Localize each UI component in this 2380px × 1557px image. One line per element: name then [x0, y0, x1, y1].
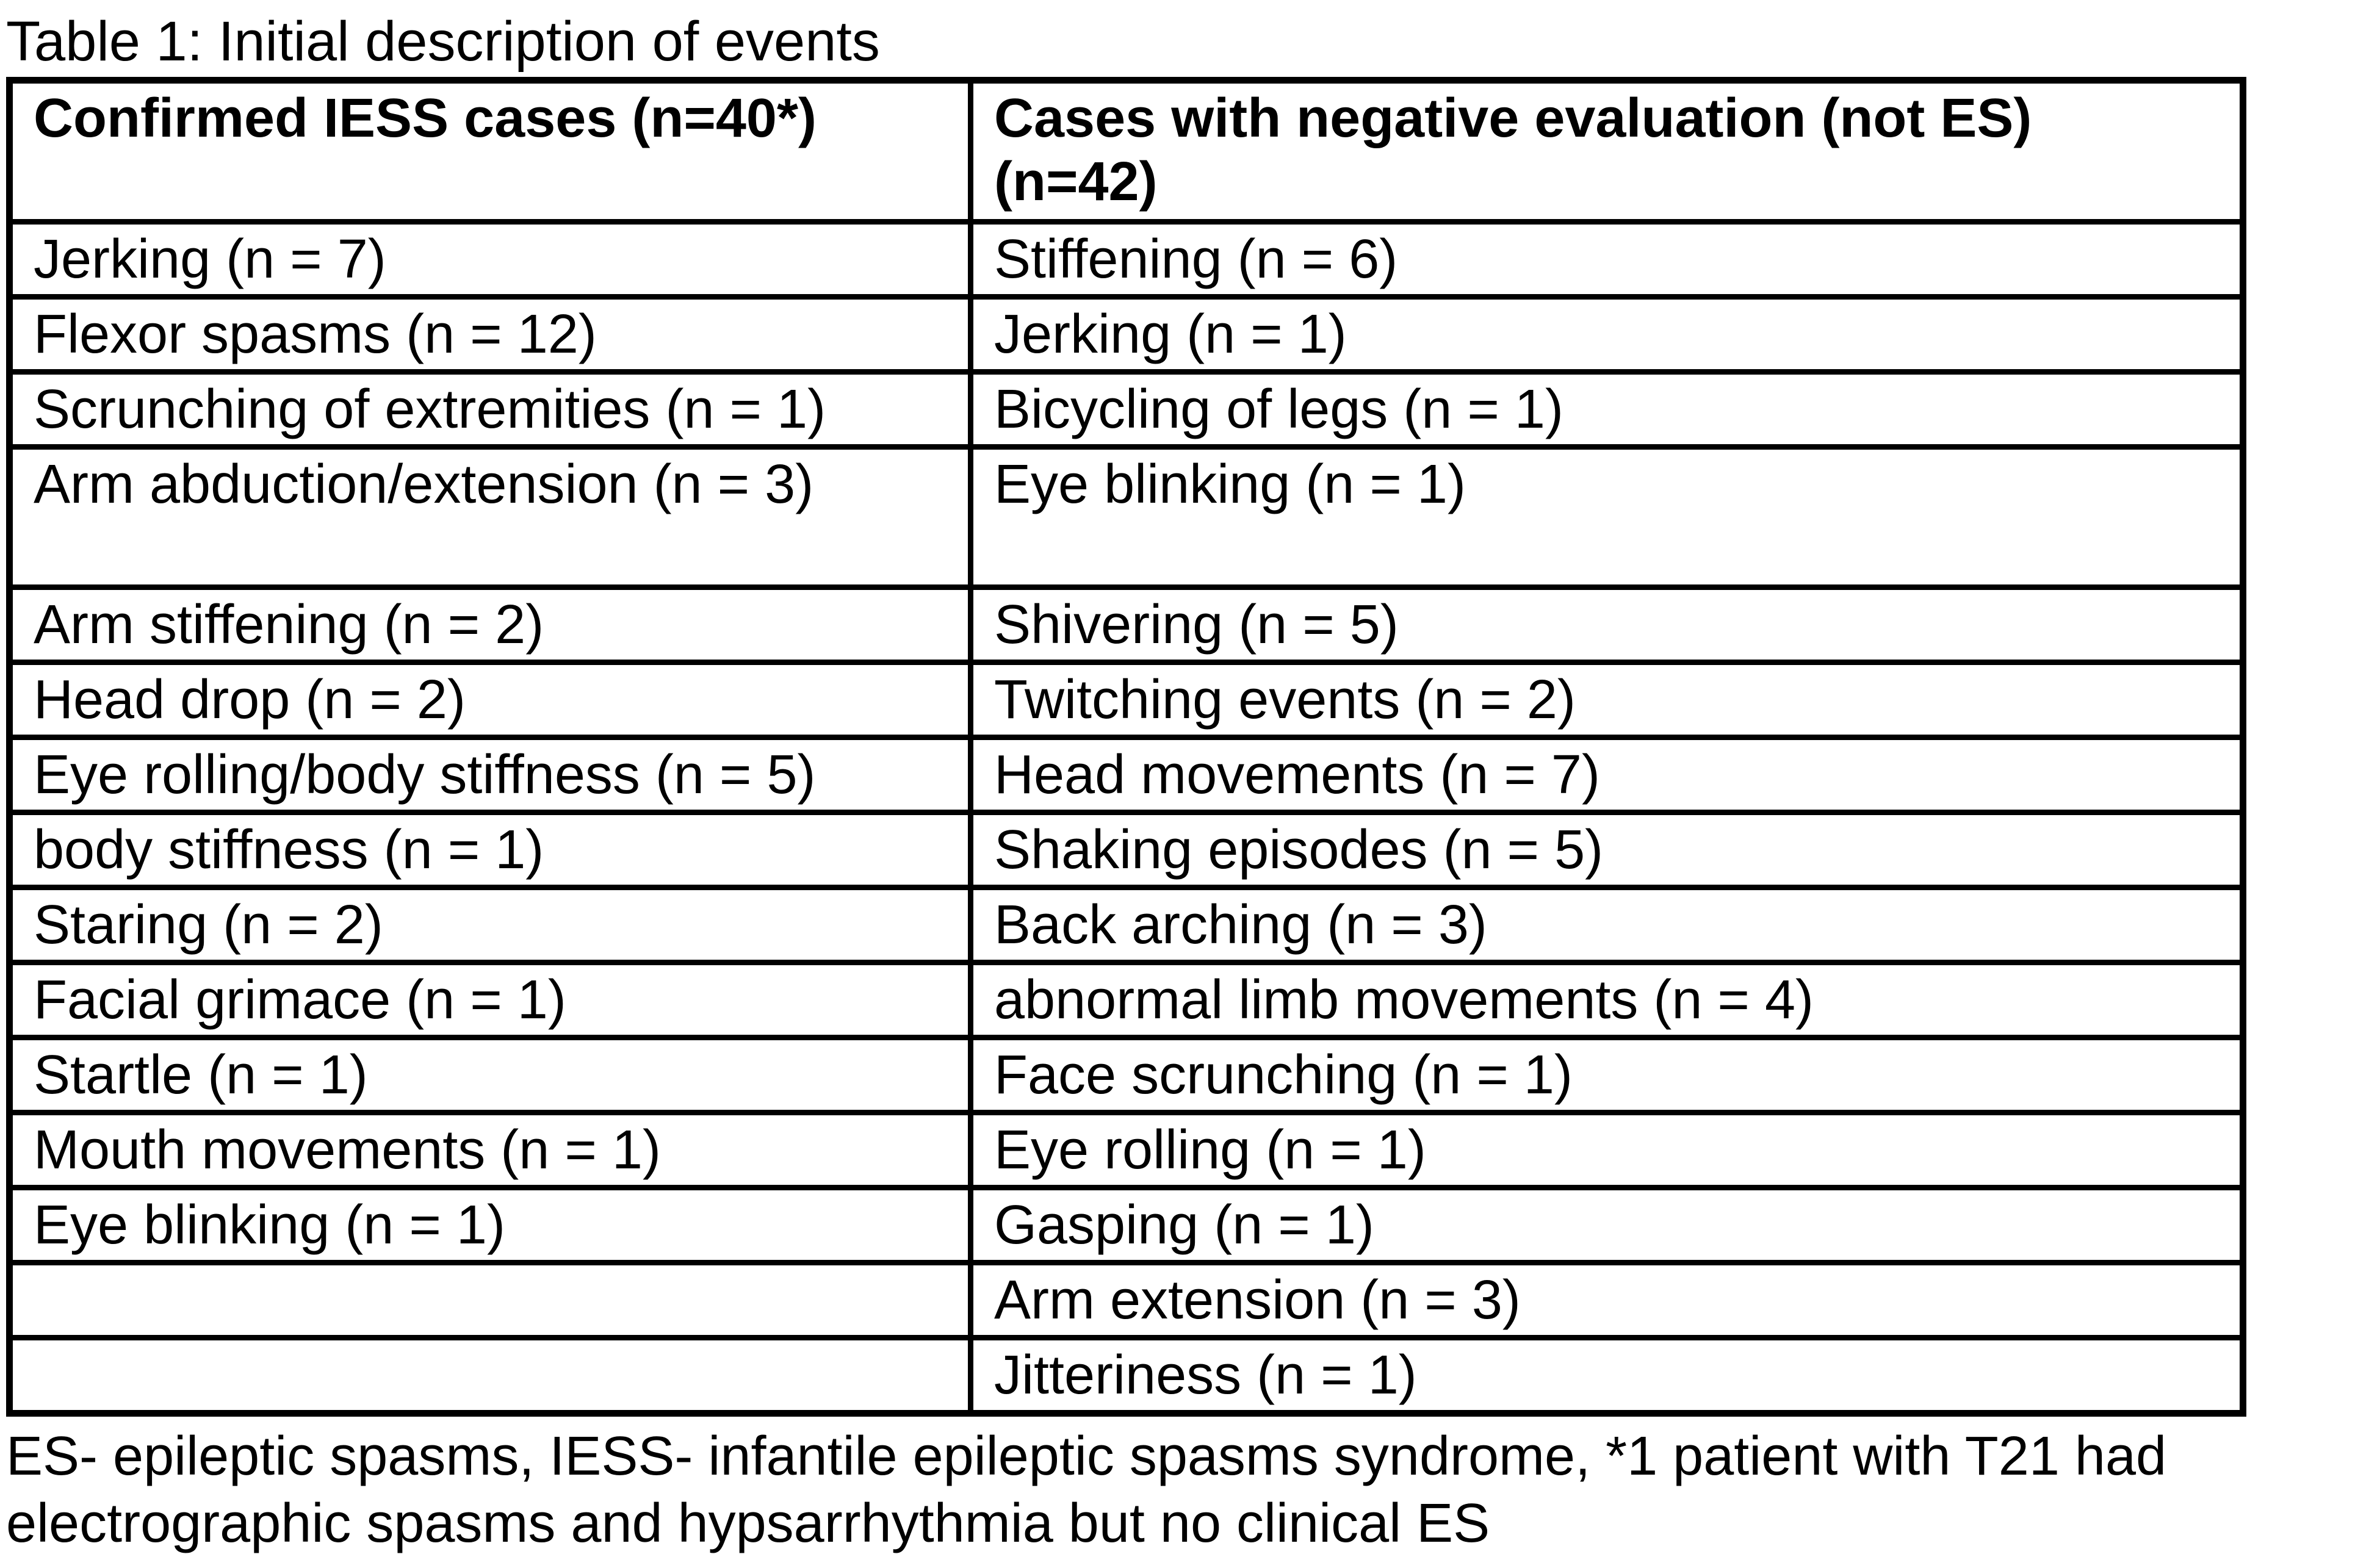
table-cell-right: Jitteriness (n = 1) — [968, 1335, 2246, 1416]
table-cell-right: Head movements (n = 7) — [968, 735, 2246, 815]
table-title: Table 1: Initial description of events — [6, 10, 880, 73]
table-cell-left — [7, 1260, 973, 1340]
table-cell-left: Arm stiffening (n = 2) — [7, 584, 973, 665]
table-cell-left: Startle (n = 1) — [7, 1035, 973, 1115]
table-cell-right: Eye rolling (n = 1) — [968, 1110, 2246, 1190]
table-row: Staring (n = 2) Back arching (n = 3) — [7, 885, 2246, 965]
table-cell-right: Bicycling of legs (n = 1) — [968, 369, 2246, 450]
table-row: Arm stiffening (n = 2) Shivering (n = 5) — [7, 584, 2246, 665]
footnote-line-1: ES- epileptic spasms, IESS- infantile ep… — [6, 1426, 2167, 1487]
table-cell-left: Mouth movements (n = 1) — [7, 1110, 973, 1190]
table-cell-left: body stiffness (n = 1) — [7, 810, 973, 890]
header-line: (n=42) — [994, 151, 1158, 212]
header-row: Confirmed IESS cases (n=40*) Cases with … — [7, 77, 2246, 225]
table-cell-left: Arm abduction/extension (n = 3) — [7, 444, 973, 590]
table-cell-left — [7, 1335, 973, 1416]
table-body: Jerking (n = 7) Stiffening (n = 6) Flexor … — [7, 219, 2246, 1416]
footnote-line-2: electrographic spasms and hypsarrhythmia… — [6, 1493, 1490, 1554]
table-cell-right: Arm extension (n = 3) — [968, 1260, 2246, 1340]
table-row: Jitteriness (n = 1) — [7, 1335, 2246, 1416]
table-cell-left: Eye blinking (n = 1) — [7, 1185, 973, 1265]
table-cell-right: Eye blinking (n = 1) — [968, 444, 2246, 590]
table-cell-left: Scrunching of extremities (n = 1) — [7, 369, 973, 450]
table-cell-left: Flexor spasms (n = 12) — [7, 294, 973, 375]
header-line: Cases with negative evaluation (not ES) — [994, 88, 2032, 149]
table-cell-right: Face scrunching (n = 1) — [968, 1035, 2246, 1115]
table-row: Scrunching of extremities (n = 1) Bicycli… — [7, 369, 2246, 450]
table-cell-right: Twitching events (n = 2) — [968, 660, 2246, 740]
table-row: Eye blinking (n = 1) Gasping (n = 1) — [7, 1185, 2246, 1265]
table-row: Head drop (n = 2) Twitching events (n = 2… — [7, 660, 2246, 740]
table-cell-left: Staring (n = 2) — [7, 885, 973, 965]
table-row: body stiffness (n = 1) Shaking episodes (… — [7, 810, 2246, 890]
events-table: Confirmed IESS cases (n=40*) Cases with … — [6, 77, 2246, 1417]
table-cell-left: Eye rolling/body stiffness (n = 5) — [7, 735, 973, 815]
table-cell-right: Shaking episodes (n = 5) — [968, 810, 2246, 890]
table-cell-right: Shivering (n = 5) — [968, 584, 2246, 665]
table-cell-right: abnormal limb movements (n = 4) — [968, 960, 2246, 1040]
table-row: Mouth movements (n = 1) Eye rolling (n = … — [7, 1110, 2246, 1190]
table-row: Jerking (n = 7) Stiffening (n = 6) — [7, 219, 2246, 300]
table-cell-left: Jerking (n = 7) — [7, 219, 973, 300]
table-row: Arm abduction/extension (n = 3) Eye blink… — [7, 444, 2246, 590]
table-cell-right: Gasping (n = 1) — [968, 1185, 2246, 1265]
table-cell-left: Head drop (n = 2) — [7, 660, 973, 740]
table-cell-right: Back arching (n = 3) — [968, 885, 2246, 965]
table-cell-right: Stiffening (n = 6) — [968, 219, 2246, 300]
table-row: Arm extension (n = 3) — [7, 1260, 2246, 1340]
table-cell-left: Facial grimace (n = 1) — [7, 960, 973, 1040]
table-row: Flexor spasms (n = 12) Jerking (n = 1) — [7, 294, 2246, 375]
table-row: Eye rolling/body stiffness (n = 5) Head m… — [7, 735, 2246, 815]
header-line: Confirmed IESS cases (n=40*) — [34, 88, 817, 149]
table-row: Startle (n = 1) Face scrunching (n = 1) — [7, 1035, 2246, 1115]
header-cell-confirmed-iess: Confirmed IESS cases (n=40*) — [7, 77, 973, 225]
table-footnote: ES- epileptic spasms, IESS- infantile ep… — [6, 1423, 2380, 1557]
table-row: Facial grimace (n = 1) abnormal limb move… — [7, 960, 2246, 1040]
table-cell-right: Jerking (n = 1) — [968, 294, 2246, 375]
header-cell-negative-evaluation: Cases with negative evaluation (not ES) … — [968, 77, 2246, 225]
